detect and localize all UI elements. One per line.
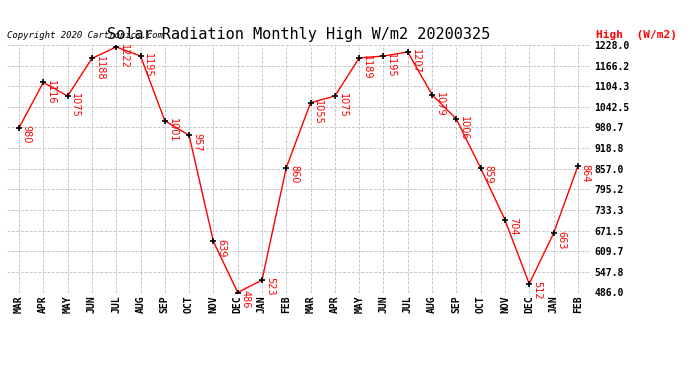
Text: 523: 523 [265, 278, 275, 296]
Text: 1188: 1188 [95, 56, 105, 80]
Text: 1116: 1116 [46, 80, 56, 104]
Text: 486: 486 [241, 290, 250, 308]
Text: 639: 639 [216, 239, 226, 257]
Text: 980: 980 [22, 125, 32, 143]
Text: High  (W/m2): High (W/m2) [595, 30, 677, 40]
Text: 704: 704 [508, 217, 518, 236]
Text: Copyright 2020 Cartronics.com: Copyright 2020 Cartronics.com [7, 31, 163, 40]
Text: 1055: 1055 [313, 100, 324, 124]
Text: 864: 864 [580, 164, 591, 182]
Text: 860: 860 [289, 165, 299, 183]
Text: 1195: 1195 [144, 53, 153, 78]
Text: 1207: 1207 [411, 49, 420, 74]
Text: 1001: 1001 [168, 118, 177, 142]
Title: Solar Radiation Monthly High W/m2 20200325: Solar Radiation Monthly High W/m2 202003… [107, 27, 490, 42]
Text: 1189: 1189 [362, 55, 372, 80]
Text: 512: 512 [532, 281, 542, 300]
Text: 957: 957 [192, 133, 202, 151]
Text: 1075: 1075 [70, 93, 81, 118]
Text: 1079: 1079 [435, 92, 445, 117]
Text: 1006: 1006 [459, 116, 469, 141]
Text: 663: 663 [556, 231, 566, 249]
Text: 859: 859 [484, 165, 493, 184]
Text: 1195: 1195 [386, 53, 396, 78]
Text: 1075: 1075 [337, 93, 348, 118]
Text: 1222: 1222 [119, 44, 129, 69]
